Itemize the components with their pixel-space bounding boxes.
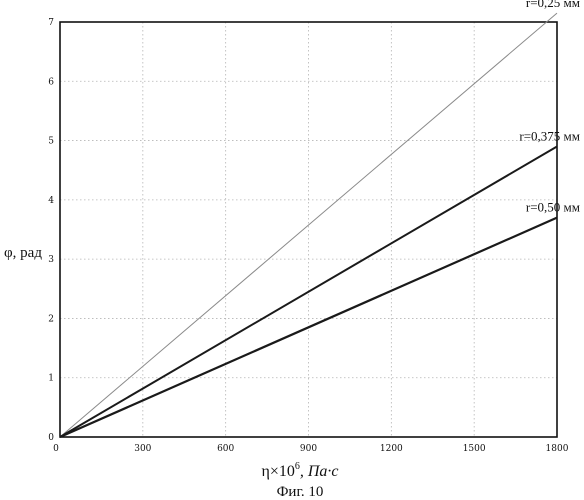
- y-tick-label: 6: [48, 77, 54, 87]
- x-tick-label: 1200: [380, 444, 403, 454]
- y-tick-label: 3: [48, 255, 54, 265]
- series-line: [60, 13, 557, 437]
- figure-caption: Фиг. 10: [277, 484, 324, 500]
- y-tick-label: 0: [48, 433, 54, 443]
- y-tick-label: 7: [48, 18, 54, 28]
- series-lines: [60, 13, 557, 437]
- series-label: r=0,25 мм: [526, 0, 580, 10]
- grid: [60, 22, 557, 437]
- x-tick-label: 0: [53, 444, 59, 454]
- x-axis-title: η×106, Па·с: [261, 461, 338, 480]
- y-tick-label: 1: [48, 374, 54, 384]
- series-labels: r=0,25 мм r=0,375 мм r=0,50 мм: [519, 0, 580, 215]
- series-label: r=0,50 мм: [526, 200, 580, 215]
- x-tick-label: 900: [300, 444, 317, 454]
- y-axis-title: φ, рад: [4, 245, 42, 261]
- x-tick-label: 600: [217, 444, 234, 454]
- x-tick-label: 1800: [546, 444, 569, 454]
- x-axis-title-unit: , Па·с: [300, 463, 339, 480]
- y-tick-label: 2: [48, 314, 54, 324]
- x-tick-label: 1500: [463, 444, 486, 454]
- x-tick-label: 300: [134, 444, 151, 454]
- x-axis-title-main: η×10: [261, 463, 294, 480]
- y-tick-label: 4: [48, 196, 54, 206]
- series-label: r=0,375 мм: [519, 129, 580, 144]
- y-tick-label: 5: [48, 137, 54, 147]
